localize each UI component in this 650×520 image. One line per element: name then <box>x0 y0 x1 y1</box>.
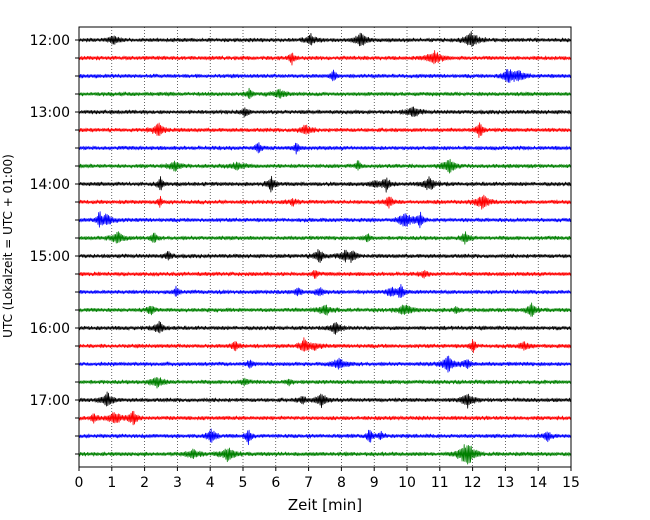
x-tick-label: 1 <box>107 475 116 491</box>
y-tick-label: 15:00 <box>30 249 70 265</box>
x-tick-label: 9 <box>370 475 379 491</box>
trace-1415 <box>78 194 572 210</box>
x-tick-label: 11 <box>431 475 449 491</box>
y-tick-label: 13:00 <box>30 105 70 121</box>
x-tick-label: 0 <box>75 475 84 491</box>
plot-area <box>79 27 571 467</box>
x-tick-label: 3 <box>173 475 182 491</box>
seismogram-traces <box>78 31 572 465</box>
grid-lines <box>111 27 539 467</box>
y-axis-label: UTC (Lokalzeit = UTC + 01:00) <box>1 154 15 338</box>
plot-frame <box>78 26 572 468</box>
x-tick-label: 13 <box>496 475 514 491</box>
trace-1430 <box>78 211 572 229</box>
x-tick-label: 4 <box>206 475 215 491</box>
x-tick-label: 6 <box>271 475 280 491</box>
trace-1200 <box>78 31 572 47</box>
y-tick-label: 14:00 <box>30 177 70 193</box>
trace-1245 <box>78 87 572 100</box>
x-axis-ticks: 0 1 2 3 4 5 6 7 8 9 10 11 12 13 14 15 <box>75 467 580 491</box>
x-tick-label: 7 <box>304 475 313 491</box>
trace-1600 <box>78 320 572 335</box>
trace-1230 <box>78 68 572 83</box>
trace-1300 <box>78 106 572 118</box>
trace-1500 <box>78 248 572 264</box>
trace-1700 <box>78 391 572 409</box>
trace-1615 <box>78 337 572 354</box>
trace-1730 <box>78 428 572 446</box>
trace-1215 <box>78 50 572 66</box>
y-tick-label: 16:00 <box>30 321 70 337</box>
x-axis-label: Zeit [min] <box>288 496 362 514</box>
trace-1630 <box>78 355 572 373</box>
x-tick-label: 5 <box>239 475 248 491</box>
trace-1645 <box>78 377 572 389</box>
trace-1330 <box>78 142 572 155</box>
trace-1745 <box>78 444 572 465</box>
y-axis-ticks: 12:00 13:00 14:00 15:00 16:00 17:00 <box>30 33 79 455</box>
x-tick-label: 12 <box>464 475 482 491</box>
x-tick-label: 14 <box>529 475 547 491</box>
trace-1545 <box>78 302 572 317</box>
trace-1315 <box>78 122 572 138</box>
x-tick-label: 8 <box>337 475 346 491</box>
y-tick-label: 17:00 <box>30 393 70 409</box>
x-tick-label: 2 <box>140 475 149 491</box>
x-tick-label: 15 <box>562 475 580 491</box>
trace-1715 <box>78 410 572 426</box>
trace-1445 <box>78 231 572 245</box>
trace-1515 <box>78 269 572 279</box>
y-tick-label: 12:00 <box>30 33 70 49</box>
trace-1345 <box>78 158 572 174</box>
trace-1530 <box>78 283 572 298</box>
trace-1400 <box>78 175 572 193</box>
x-tick-label: 10 <box>398 475 416 491</box>
